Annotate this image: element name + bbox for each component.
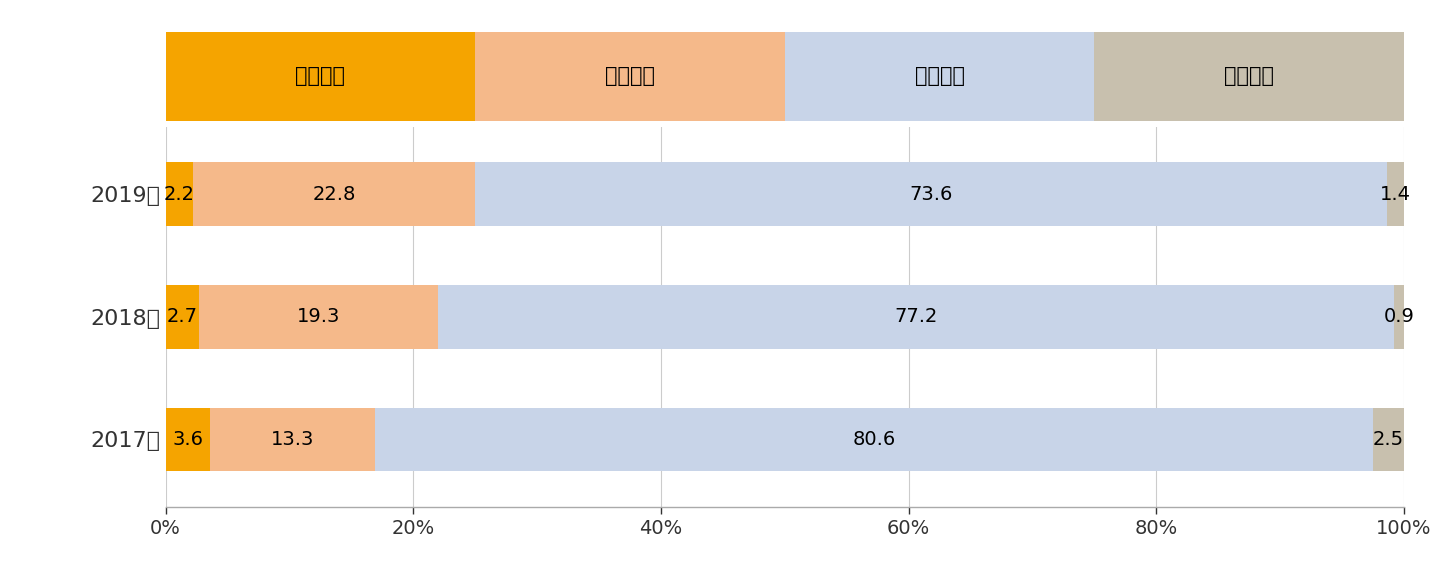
- Text: 想定通り: 想定通り: [605, 66, 655, 86]
- Bar: [1094, 32, 1404, 121]
- Bar: [1387, 162, 1404, 226]
- Bar: [475, 162, 1387, 226]
- Text: 13.3: 13.3: [271, 430, 314, 449]
- Bar: [1374, 408, 1404, 471]
- Text: 2.2: 2.2: [164, 185, 194, 204]
- Text: 73.6: 73.6: [909, 185, 953, 204]
- Bar: [785, 32, 1094, 121]
- Bar: [193, 162, 475, 226]
- Bar: [438, 285, 1394, 348]
- Text: 募集せず: 募集せず: [1224, 66, 1274, 86]
- Bar: [166, 285, 199, 348]
- Text: 2.7: 2.7: [167, 308, 197, 326]
- Text: 0.9: 0.9: [1384, 308, 1416, 326]
- Bar: [166, 32, 475, 121]
- Text: 3.6: 3.6: [173, 430, 203, 449]
- Bar: [475, 32, 785, 121]
- Bar: [199, 285, 438, 348]
- Bar: [210, 408, 374, 471]
- Bar: [166, 162, 193, 226]
- Text: 想定以上: 想定以上: [295, 66, 346, 86]
- Text: 2.5: 2.5: [1372, 430, 1404, 449]
- Text: 想定以下: 想定以下: [914, 66, 965, 86]
- Bar: [166, 408, 210, 471]
- Text: 1.4: 1.4: [1380, 185, 1411, 204]
- Text: 80.6: 80.6: [852, 430, 896, 449]
- Text: 19.3: 19.3: [297, 308, 340, 326]
- Text: 77.2: 77.2: [894, 308, 937, 326]
- Text: 22.8: 22.8: [312, 185, 356, 204]
- Bar: [374, 408, 1374, 471]
- Bar: [1394, 285, 1405, 348]
